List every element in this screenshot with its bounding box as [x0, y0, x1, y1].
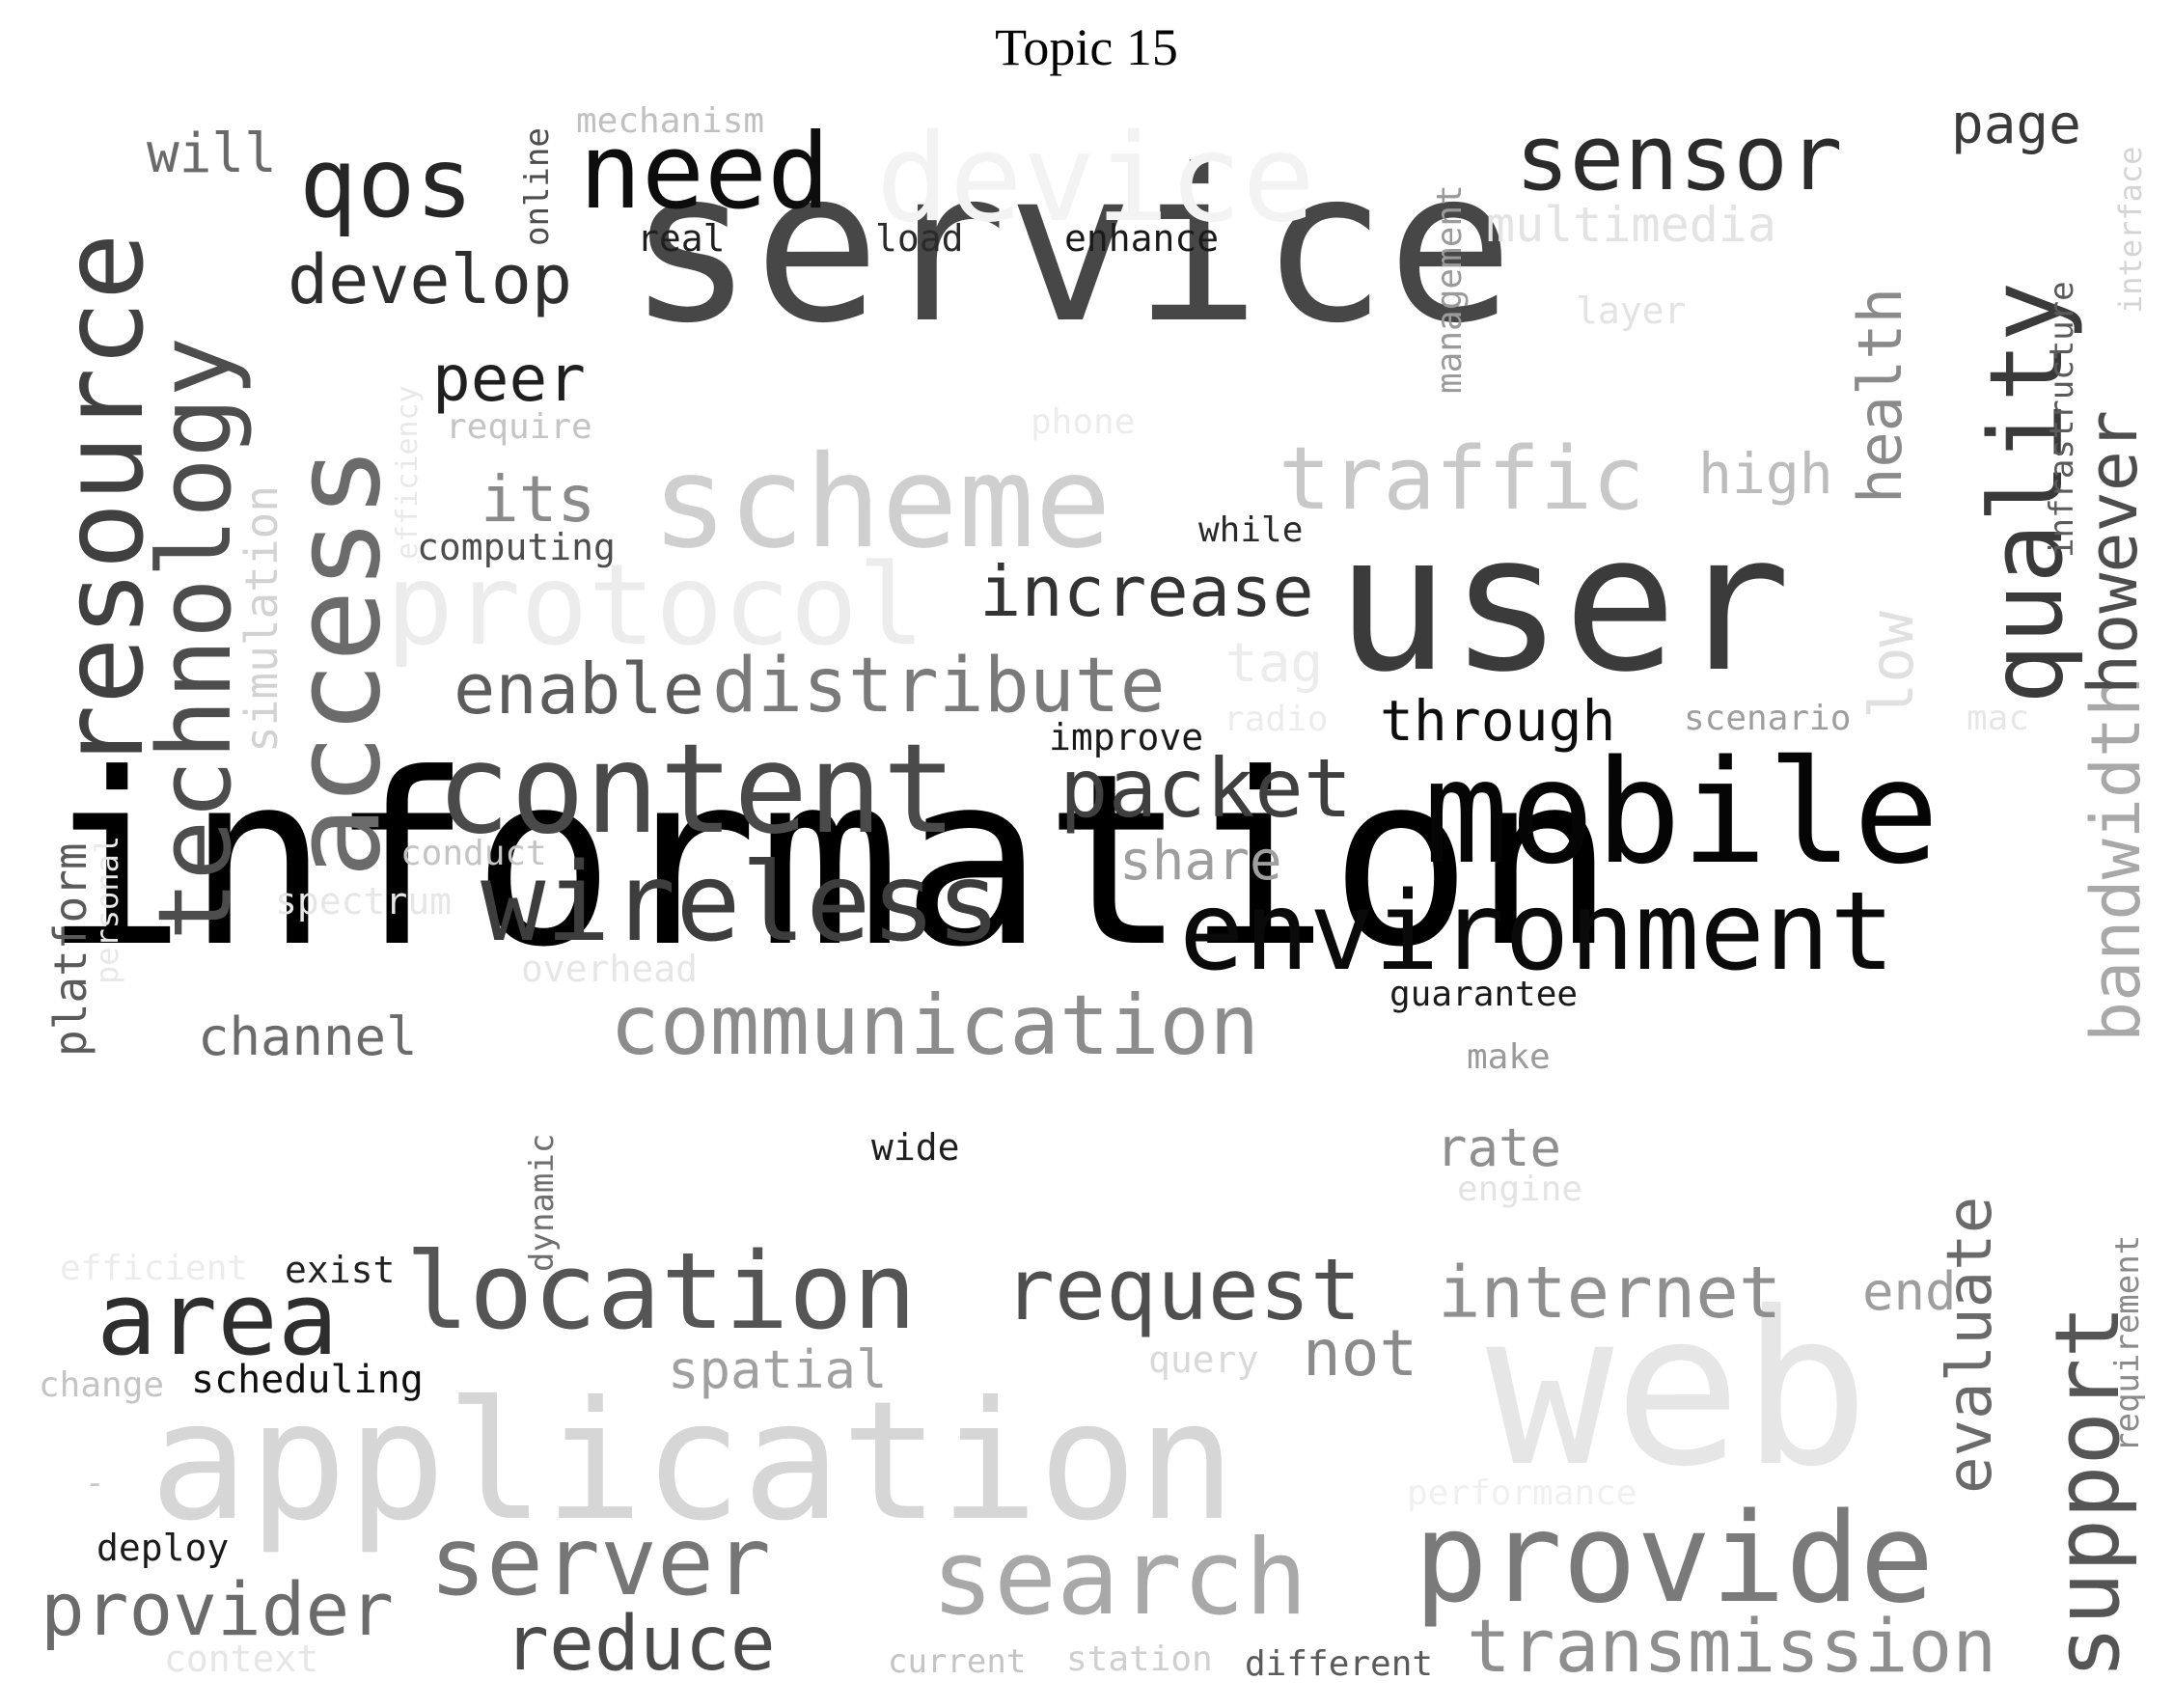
word-bandwidth: bandwidth — [2077, 675, 2156, 1042]
word-different: different — [1245, 1644, 1434, 1684]
word-area: area — [96, 1260, 339, 1378]
word-performance: performance — [1407, 1474, 1637, 1513]
word-mechanism: mechanism — [576, 101, 765, 141]
word-query: query — [1148, 1338, 1259, 1381]
word-mobile: mobile — [1423, 730, 1939, 895]
word-user: user — [1335, 494, 1792, 714]
word-traffic: traffic — [1279, 428, 1645, 530]
word-channel: channel — [198, 1006, 418, 1067]
word-wide: wide — [871, 1126, 960, 1169]
word-evaluate: evaluate — [1935, 1196, 2006, 1494]
word-spectrum: spectrum — [275, 880, 453, 923]
word-guarantee: guarantee — [1389, 975, 1579, 1014]
word-scheme: scheme — [651, 428, 1112, 577]
word-require: require — [446, 407, 592, 447]
word-need: need — [579, 112, 831, 233]
word-information: information — [43, 724, 1616, 1000]
word-dynamic: dynamic — [523, 1133, 562, 1272]
word-scheduling: scheduling — [191, 1358, 424, 1402]
word-provider: provider — [41, 1566, 395, 1652]
word-high: high — [1698, 441, 1833, 507]
word-server: server — [429, 1507, 772, 1617]
word-requirement: requirement — [2108, 1234, 2147, 1452]
word-make: make — [1467, 1037, 1551, 1077]
word-service: service — [627, 125, 1514, 370]
word-overhead: overhead — [521, 948, 699, 990]
word-environment: environment — [1179, 869, 1895, 995]
word-protocol: protocol — [386, 540, 925, 671]
word-station: station — [1066, 1639, 1213, 1679]
word-peer: peer — [432, 342, 586, 416]
word-end: end — [1862, 1261, 1957, 1322]
word-low: low — [1857, 611, 1927, 719]
word-rate: rate — [1436, 1117, 1562, 1178]
word-provide: provide — [1414, 1487, 1935, 1631]
word-request: request — [1004, 1240, 1362, 1339]
word-its: its — [481, 462, 596, 537]
word-qos: qos — [299, 126, 474, 239]
word-enable: enable — [454, 648, 705, 730]
word-reduce: reduce — [504, 1601, 776, 1688]
word-location: location — [405, 1229, 917, 1353]
word-layer: layer — [1576, 289, 1687, 332]
word-online: online — [518, 127, 557, 246]
word-distribute: distribute — [712, 643, 1166, 730]
word-search: search — [931, 1518, 1308, 1639]
word-dash: - — [85, 1464, 105, 1502]
word-deploy: deploy — [96, 1527, 230, 1569]
word-health: health — [1845, 288, 1915, 504]
word-increase: increase — [979, 551, 1314, 632]
word-page: page — [1951, 94, 2081, 156]
word-enhance: enhance — [1064, 217, 1220, 260]
word-application: application — [150, 1366, 1236, 1557]
word-however: however — [2074, 409, 2153, 695]
word-management: management — [1430, 184, 1470, 394]
word-change: change — [39, 1365, 165, 1405]
word-sensor: sensor — [1515, 106, 1843, 211]
word-infrastructure: infrastructure — [2043, 281, 2081, 558]
word-efficient: efficient — [60, 1249, 249, 1288]
word-personal: personal — [89, 835, 125, 984]
word-engine: engine — [1457, 1170, 1583, 1209]
word-through: through — [1380, 688, 1616, 754]
word-packet: packet — [1059, 741, 1353, 836]
word-interface: interface — [2112, 146, 2149, 314]
word-device: device — [876, 107, 1316, 249]
word-not: not — [1303, 1316, 1418, 1391]
word-develop: develop — [288, 240, 573, 319]
word-conduct: conduct — [400, 834, 547, 873]
word-while: while — [1198, 510, 1304, 550]
word-wireless: wireless — [481, 840, 1002, 966]
word-scenario: scenario — [1684, 699, 1852, 738]
word-web: web — [1486, 1266, 1870, 1513]
word-mac: mac — [1967, 699, 2030, 738]
word-load: load — [875, 217, 964, 260]
word-radio: radio — [1224, 700, 1329, 739]
word-communication: communication — [610, 978, 1260, 1074]
word-content: content — [436, 718, 957, 862]
word-improve: improve — [1049, 716, 1204, 758]
word-exist: exist — [285, 1249, 396, 1291]
word-internet: internet — [1438, 1252, 1782, 1335]
word-will: will — [147, 123, 277, 185]
word-current: current — [888, 1642, 1027, 1681]
word-context: context — [164, 1638, 319, 1680]
word-platform: platform — [44, 842, 96, 1057]
word-simulation: simulation — [235, 485, 288, 753]
word-technology: technology — [136, 336, 254, 941]
word-efficiency: efficiency — [391, 385, 425, 560]
word-real: real — [637, 217, 726, 260]
word-transmission: transmission — [1467, 1603, 1997, 1689]
word-multimedia: multimedia — [1486, 197, 1777, 253]
word-tag: tag — [1225, 632, 1324, 695]
word-access: access — [268, 446, 407, 878]
word-spatial: spatial — [668, 1339, 888, 1400]
word-share: share — [1119, 830, 1282, 893]
word-phone: phone — [1031, 402, 1136, 442]
chart-title: Topic 15 — [995, 18, 1178, 76]
word-computing: computing — [417, 526, 616, 568]
